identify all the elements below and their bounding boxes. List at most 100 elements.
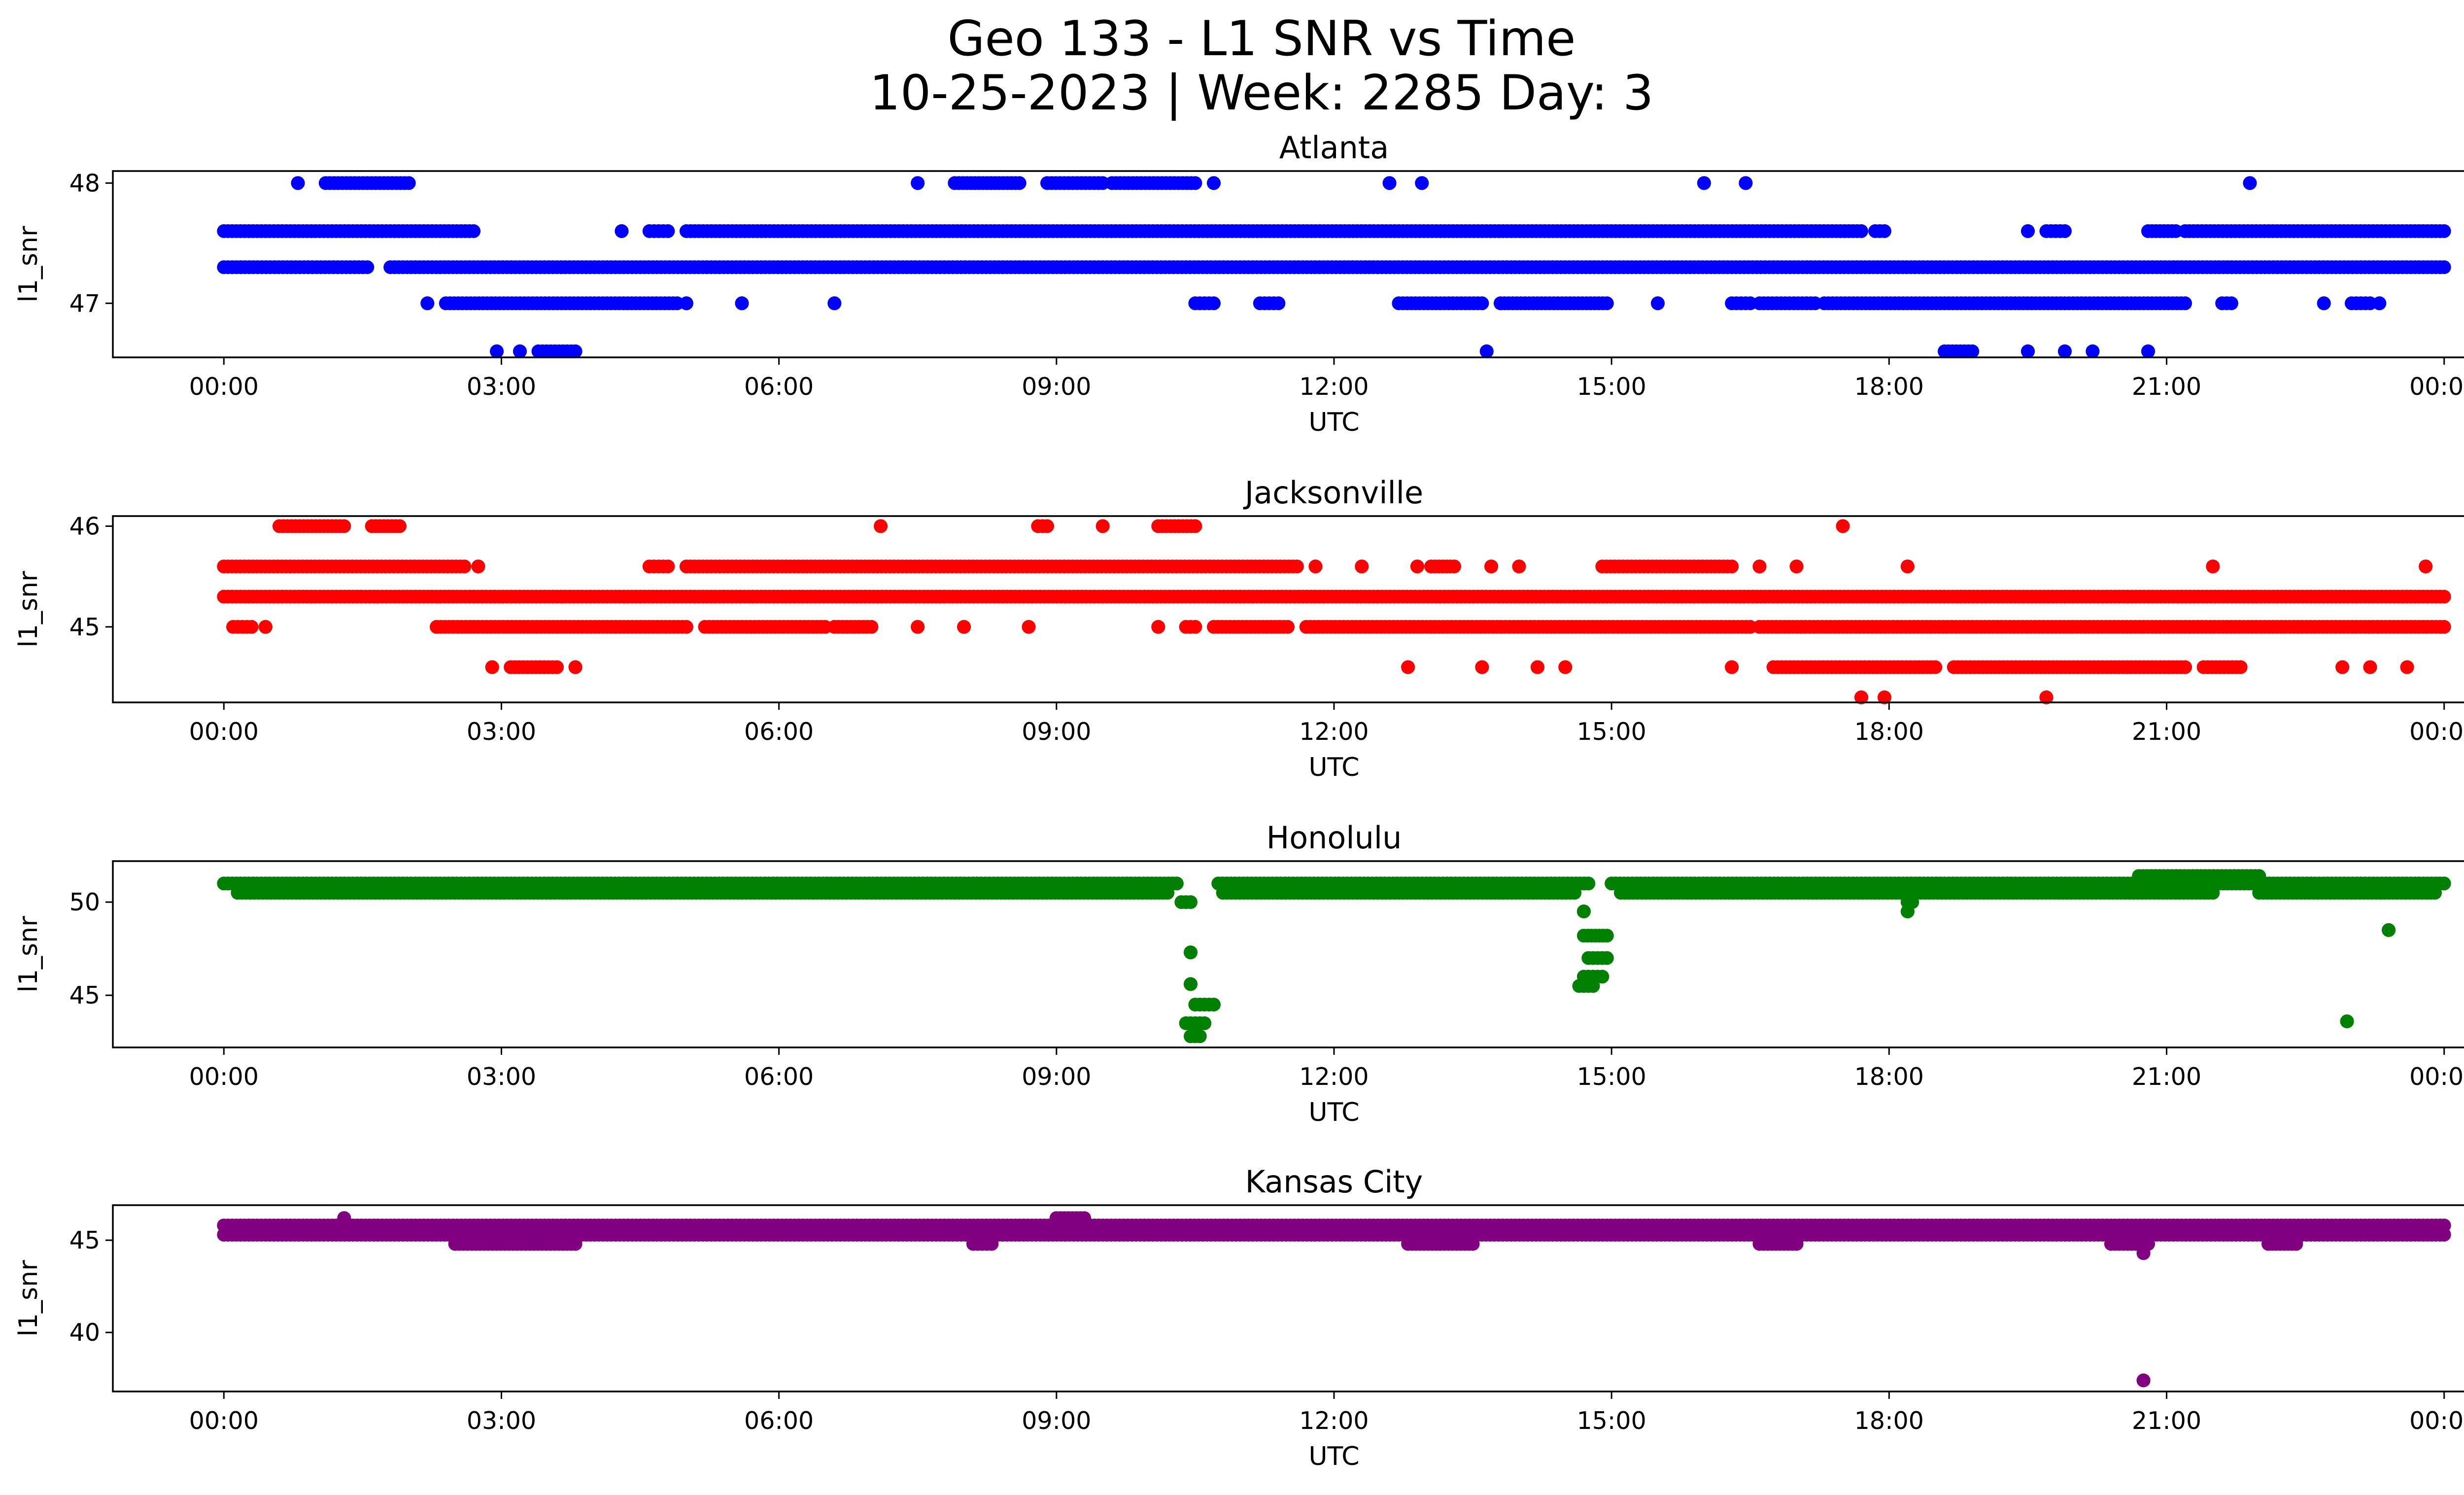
data-point [2335,660,2350,674]
data-point [2141,344,2155,358]
y-tick-label: 50 [69,888,100,916]
data-point [2206,886,2220,900]
y-tick-label: 45 [69,981,100,1009]
data-point [513,344,527,358]
data-point [911,176,925,190]
x-tick-label: 03:00 [467,373,536,401]
data-point [1271,296,1286,311]
data-point [2382,923,2396,937]
x-tick-label: 12:00 [1299,373,1369,401]
data-point [874,519,888,533]
x-tick-label: 06:00 [744,373,814,401]
data-point [735,296,749,311]
subplot-title: Atlanta [1279,130,1389,166]
panel-kansas-city: 00:00 03:00 06:00 09:00 12:00 15:00 18:00 21:00… [14,1164,2464,1471]
x-tick-label: 21:00 [2132,718,2201,746]
data-point [1725,660,1739,674]
scatter-series [217,176,2451,358]
data-point [827,296,842,311]
x-axis-label: UTC [1308,753,1359,782]
data-point [1789,559,1804,574]
data-point [1198,1016,1212,1030]
x-tick-label: 09:00 [1022,718,1091,746]
x-tick-label: 06:00 [744,1063,814,1091]
x-tick-label: 09:00 [1022,373,1091,401]
data-point [258,620,273,634]
y-tick-label: 47 [69,289,100,317]
data-point [291,176,305,190]
x-tick-label: 12:00 [1299,718,1369,746]
data-point [1878,224,1891,238]
x-tick-label: 12:00 [1299,1063,1369,1091]
data-point [1651,296,1665,311]
y-axis-label: l1_snr [14,916,43,993]
data-point [1290,559,1304,574]
data-point [679,296,693,311]
scatter-series [217,1211,2451,1388]
data-point [1484,559,1499,574]
data-point [2233,660,2248,674]
data-point [1012,176,1027,190]
x-axis-label: UTC [1308,1098,1359,1127]
data-point [1401,660,1415,674]
data-point [1040,519,1054,533]
data-point [490,344,504,358]
data-point [1184,977,1198,991]
data-point [1022,620,1036,634]
data-point [550,660,564,674]
data-point [2206,559,2220,574]
data-point [1095,519,1110,533]
data-point [337,519,351,533]
data-point [568,660,582,674]
data-point [1697,176,1711,190]
panel-jacksonville: 00:00 03:00 06:00 09:00 12:00 15:00 18:00 21:00… [14,475,2464,782]
data-point [1188,620,1202,634]
data-point [1188,519,1202,533]
data-point [568,344,582,358]
data-point [1415,176,1429,190]
x-tick-label: 00:00 [2409,373,2464,401]
x-tick-label: 03:00 [467,718,536,746]
subplot-title: Jacksonville [1243,475,1423,511]
subplot-title: Honolulu [1266,820,1402,856]
data-point [2058,344,2072,358]
x-tick-label: 00:00 [189,1063,259,1091]
data-point [1308,559,1323,574]
data-point [2058,224,2072,238]
data-point [2363,660,2377,674]
x-tick-label: 21:00 [2132,1063,2201,1091]
data-point [2021,344,2035,358]
data-point [1184,945,1198,960]
data-point [1410,559,1424,574]
data-point [485,660,499,674]
data-point [1207,176,1221,190]
data-point [1600,951,1614,965]
x-tick-label: 18:00 [1854,1063,1924,1091]
data-point [1193,1029,1207,1043]
data-point [1854,224,1868,238]
data-point [2400,660,2414,674]
data-point [1836,519,1850,533]
data-point [1586,979,1600,993]
data-point [393,519,407,533]
x-tick-label: 15:00 [1577,718,1646,746]
data-point [1479,344,1494,358]
data-point [615,224,629,238]
data-point [2243,176,2257,190]
x-tick-label: 09:00 [1022,1063,1091,1091]
data-point [2021,224,2035,238]
data-point [1207,296,1221,311]
y-axis-label: l1_snr [14,571,43,648]
data-point [1161,886,1175,900]
data-point [2428,886,2442,900]
y-tick-label: 45 [69,613,100,641]
data-point [1184,895,1198,909]
data-point [1531,660,1544,674]
axes-frame [112,515,2464,703]
data-point [661,224,675,238]
data-point [2317,296,2331,311]
data-point [420,296,435,311]
data-point [1581,876,1596,891]
data-point [1965,344,1980,358]
data-point [1900,904,1915,919]
